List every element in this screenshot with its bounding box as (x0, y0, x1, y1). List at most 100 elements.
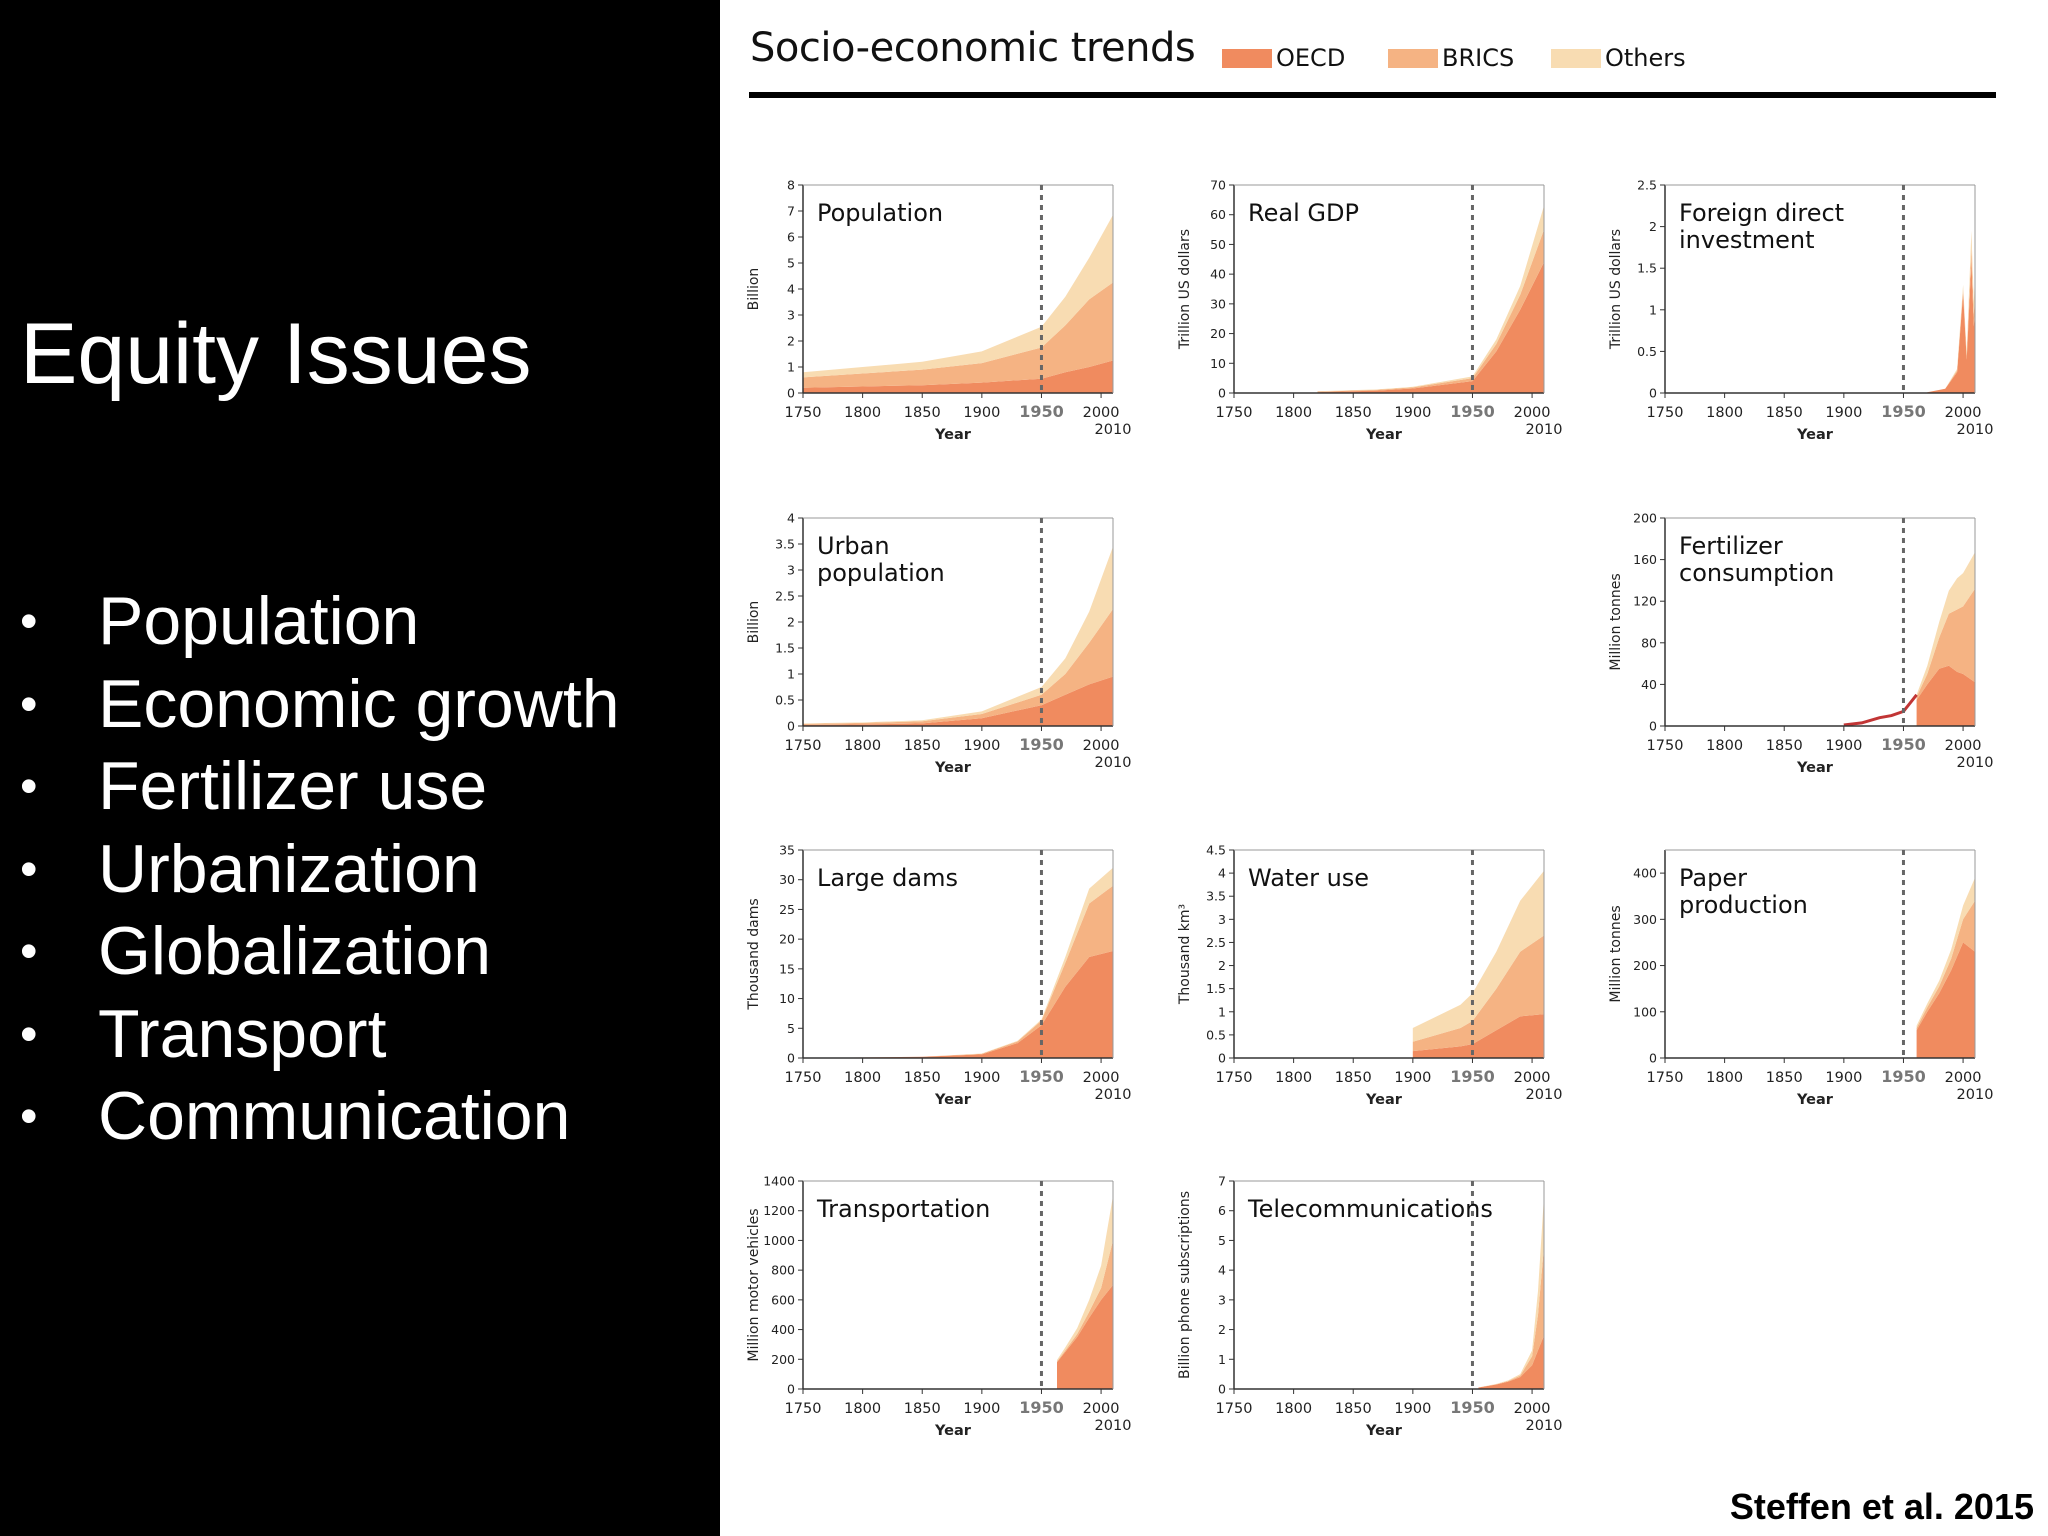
y-tick-label: 6 (1218, 1203, 1226, 1218)
legend-swatch (1551, 49, 1601, 68)
y-tick-label: 3 (1218, 1292, 1226, 1307)
y-tick-label: 50 (1210, 237, 1226, 252)
x-tick-label: 2000 (1514, 1070, 1551, 1086)
chart-3: 0 0.5 1 1.5 2 2.5 3 3.5 4 1750 1800 1850 1900 1950 200… (746, 511, 1131, 777)
y-tick-label: 0 (1649, 719, 1657, 734)
x-end-label: 2010 (1957, 422, 1994, 438)
x-tick-label: 1800 (1706, 405, 1743, 421)
x-tick-label: 1900 (1825, 1070, 1862, 1086)
x-tick-label: 1850 (904, 405, 941, 421)
y-tick-label: 200 (771, 1352, 795, 1367)
x-tick-label: 1800 (844, 738, 881, 754)
area-oecd (1317, 262, 1544, 393)
bullet-text: Fertilizer use (98, 748, 488, 824)
x-tick-label: 1800 (1275, 1070, 1312, 1086)
legend-swatch (1222, 49, 1272, 68)
y-tick-label: 2.5 (775, 589, 795, 604)
x-end-label: 2010 (1957, 1087, 1994, 1103)
x-tick-label: 1900 (963, 1070, 1000, 1086)
y-tick-label: 4 (1218, 1263, 1226, 1278)
x-tick-label: 1800 (1275, 1401, 1312, 1417)
chart-title-line: consumption (1679, 559, 1834, 587)
x-end-label: 2010 (1526, 1087, 1563, 1103)
chart-title: Water use (1248, 864, 1369, 892)
x-tick-label: 1900 (963, 738, 1000, 754)
y-tick-label: 1 (787, 667, 795, 682)
area-others (1057, 1195, 1113, 1362)
y-tick-label: 4 (787, 282, 795, 297)
y-tick-label: 0 (1649, 386, 1657, 401)
area-oecd (1916, 942, 1975, 1058)
y-axis-label: Billion phone subscriptions (1177, 1191, 1193, 1379)
chart-title: Transportation (816, 1195, 990, 1223)
y-tick-label: 2 (1649, 219, 1657, 234)
y-axis-label: Billion (746, 601, 762, 644)
y-axis-label: Million motor vehicles (746, 1208, 762, 1361)
y-tick-label: 7 (1218, 1174, 1226, 1189)
chart-4: 0 40 80 120 160 200 1750 1800 1850 1900 1950 200020… (1608, 511, 1993, 777)
x-tick-label-1950: 1950 (1019, 1067, 1064, 1086)
x-tick-label: 1750 (1216, 1401, 1253, 1417)
chart-title-line: Population (817, 199, 943, 227)
area-others (803, 214, 1113, 378)
y-tick-label: 70 (1210, 178, 1226, 193)
area-brics (1412, 935, 1544, 1052)
bullet-dot: • (20, 840, 38, 897)
y-tick-label: 3.5 (1206, 889, 1226, 904)
y-tick-label: 0 (787, 1382, 795, 1397)
x-tick-label: 2000 (1945, 405, 1982, 421)
x-tick-label-1950: 1950 (1881, 1067, 1926, 1086)
y-tick-label: 200 (1633, 958, 1657, 973)
y-tick-label: 1 (1218, 1004, 1226, 1019)
y-tick-label: 4 (787, 511, 795, 526)
x-tick-label: 1850 (904, 738, 941, 754)
chart-title: Telecommunications (1247, 1195, 1493, 1223)
y-tick-label: 3 (1218, 912, 1226, 927)
x-tick-label: 2000 (1514, 1401, 1551, 1417)
x-tick-label: 1800 (844, 1070, 881, 1086)
area-others (1412, 870, 1544, 1042)
x-axis-label: Year (1796, 1092, 1834, 1108)
y-axis-label: Thousand km³ (1177, 904, 1193, 1005)
x-tick-label: 1800 (1706, 738, 1743, 754)
x-axis-label: Year (1796, 427, 1834, 443)
x-axis-label: Year (934, 427, 972, 443)
bullet-text: Transport (98, 995, 387, 1072)
legend-label: Others (1605, 44, 1686, 72)
x-axis-label: Year (1796, 760, 1834, 776)
y-tick-label: 35 (779, 843, 795, 858)
y-tick-label: 0.5 (775, 693, 795, 708)
y-tick-label: 60 (1210, 207, 1226, 222)
chart-title: Real GDP (1248, 199, 1359, 227)
x-tick-label-1950: 1950 (1019, 1398, 1064, 1417)
y-tick-label: 400 (1633, 866, 1657, 881)
y-tick-label: 2 (1218, 958, 1226, 973)
x-tick-label-1950: 1950 (1019, 402, 1064, 421)
y-tick-label: 5 (1218, 1233, 1226, 1248)
x-end-label: 2010 (1526, 1418, 1563, 1434)
chart-title: Population (817, 199, 943, 227)
legend-label: OECD (1276, 44, 1346, 72)
y-tick-label: 0 (1218, 386, 1226, 401)
bullet-dot: • (20, 593, 38, 649)
chart-1: 0 10 20 30 40 50 60 70 1750 1800 1850 1900 1950 20002… (1177, 178, 1562, 444)
y-axis-label: Trillion US dollars (1608, 229, 1624, 350)
legend-swatch (1388, 49, 1438, 68)
y-tick-label: 2 (1218, 1322, 1226, 1337)
left-panel: Equity Issues • Population • Economic growt… (0, 0, 720, 1536)
y-axis-label: Trillion US dollars (1177, 229, 1193, 350)
x-tick-label: 1750 (1647, 1070, 1684, 1086)
y-tick-label: 25 (779, 902, 795, 917)
chart-title: Urban population (817, 532, 945, 587)
y-axis-label: Thousand dams (746, 898, 762, 1010)
bullet-text: Population (98, 583, 420, 659)
y-axis-label: Million tonnes (1608, 573, 1624, 670)
area-brics (1916, 588, 1975, 700)
x-tick-label: 1800 (844, 1401, 881, 1417)
y-tick-label: 2 (787, 615, 795, 630)
chart-title-line: Water use (1248, 864, 1369, 892)
y-tick-label: 0 (787, 1051, 795, 1066)
x-end-label: 2010 (1095, 1087, 1132, 1103)
x-tick-label: 1750 (1647, 738, 1684, 754)
